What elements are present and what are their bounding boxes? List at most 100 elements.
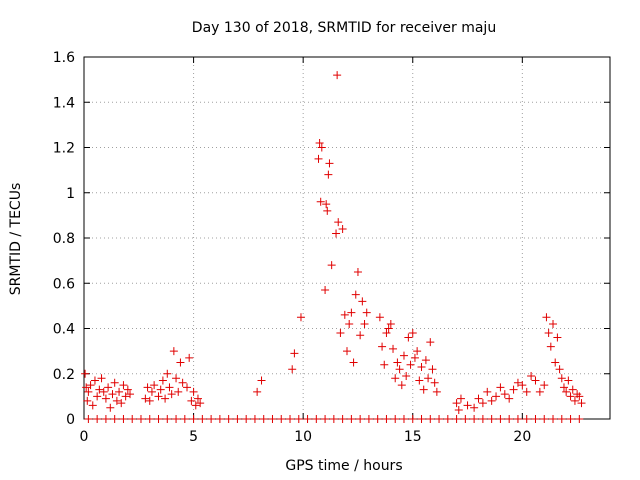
data-point	[564, 376, 573, 385]
data-point	[351, 290, 360, 299]
data-point	[551, 358, 560, 367]
y-tick-label: 0.6	[53, 276, 75, 292]
series-group	[81, 71, 586, 414]
data-point	[172, 415, 181, 423]
data-point	[386, 319, 395, 328]
data-point	[487, 415, 496, 423]
data-point	[268, 415, 277, 423]
data-point	[314, 154, 323, 163]
data-point	[399, 415, 408, 423]
y-tick-label: 1.4	[53, 95, 75, 111]
data-point	[294, 415, 303, 423]
data-point	[566, 392, 575, 401]
data-point	[417, 415, 426, 423]
data-point	[562, 387, 571, 396]
data-point	[518, 381, 527, 390]
data-point	[329, 415, 338, 423]
data-point	[415, 376, 424, 385]
data-point	[93, 415, 102, 423]
data-point	[117, 399, 126, 408]
data-point	[577, 399, 586, 408]
data-point	[99, 387, 108, 396]
data-point	[435, 415, 444, 423]
data-point	[167, 390, 176, 399]
data-point	[478, 415, 487, 423]
data-point	[106, 403, 115, 412]
data-point	[452, 415, 461, 423]
data-point	[126, 390, 135, 399]
data-point	[470, 403, 479, 412]
data-point	[395, 365, 404, 374]
data-point	[81, 369, 90, 378]
data-point	[362, 308, 371, 317]
data-point	[233, 415, 242, 423]
data-point	[86, 381, 95, 390]
data-point	[513, 378, 522, 387]
data-point	[347, 308, 356, 317]
data-point	[492, 392, 501, 401]
data-point	[338, 224, 347, 233]
plot-frame	[83, 56, 611, 420]
data-point	[198, 415, 207, 423]
data-point	[101, 394, 110, 403]
data-point	[83, 396, 92, 405]
data-point	[426, 338, 435, 347]
data-point	[443, 415, 452, 423]
y-tick-label: 1	[66, 186, 75, 202]
data-point	[424, 374, 433, 383]
data-point	[257, 376, 266, 385]
data-point	[242, 415, 251, 423]
data-point	[145, 396, 154, 405]
data-point	[391, 374, 400, 383]
data-point	[332, 229, 341, 238]
x-tick-label: 20	[513, 429, 531, 445]
data-point	[513, 415, 522, 423]
data-point	[196, 399, 205, 408]
data-point	[141, 394, 150, 403]
data-point	[544, 329, 553, 338]
data-point	[426, 415, 435, 423]
data-point	[325, 159, 334, 168]
data-point	[500, 390, 509, 399]
data-point	[88, 401, 97, 410]
data-point	[428, 365, 437, 374]
data-point	[323, 206, 332, 215]
data-point	[410, 353, 419, 362]
data-point	[143, 383, 152, 392]
grid	[84, 57, 610, 419]
data-point	[389, 344, 398, 353]
data-point	[115, 387, 124, 396]
data-point	[296, 313, 305, 322]
data-point	[542, 313, 551, 322]
data-point	[505, 394, 514, 403]
data-point	[128, 415, 137, 423]
data-point	[174, 387, 183, 396]
data-point	[147, 387, 156, 396]
data-point	[119, 381, 128, 390]
data-point	[509, 385, 518, 394]
data-point	[193, 394, 202, 403]
data-point	[522, 415, 531, 423]
data-point	[163, 415, 172, 423]
y-tick-label: 1.6	[53, 50, 75, 66]
data-point	[286, 415, 295, 423]
data-point	[375, 313, 384, 322]
data-point	[474, 394, 483, 403]
data-point	[456, 394, 465, 403]
data-point	[84, 387, 93, 396]
data-point	[360, 319, 369, 328]
data-point	[496, 415, 505, 423]
data-point	[317, 143, 326, 152]
data-point	[404, 333, 413, 342]
data-point	[156, 385, 165, 394]
data-point	[391, 415, 400, 423]
data-point	[224, 415, 233, 423]
data-point	[327, 261, 336, 270]
data-point	[349, 358, 358, 367]
data-point	[163, 369, 172, 378]
data-point	[419, 385, 428, 394]
data-point	[82, 383, 91, 392]
data-point	[315, 138, 324, 147]
data-point	[557, 415, 566, 423]
